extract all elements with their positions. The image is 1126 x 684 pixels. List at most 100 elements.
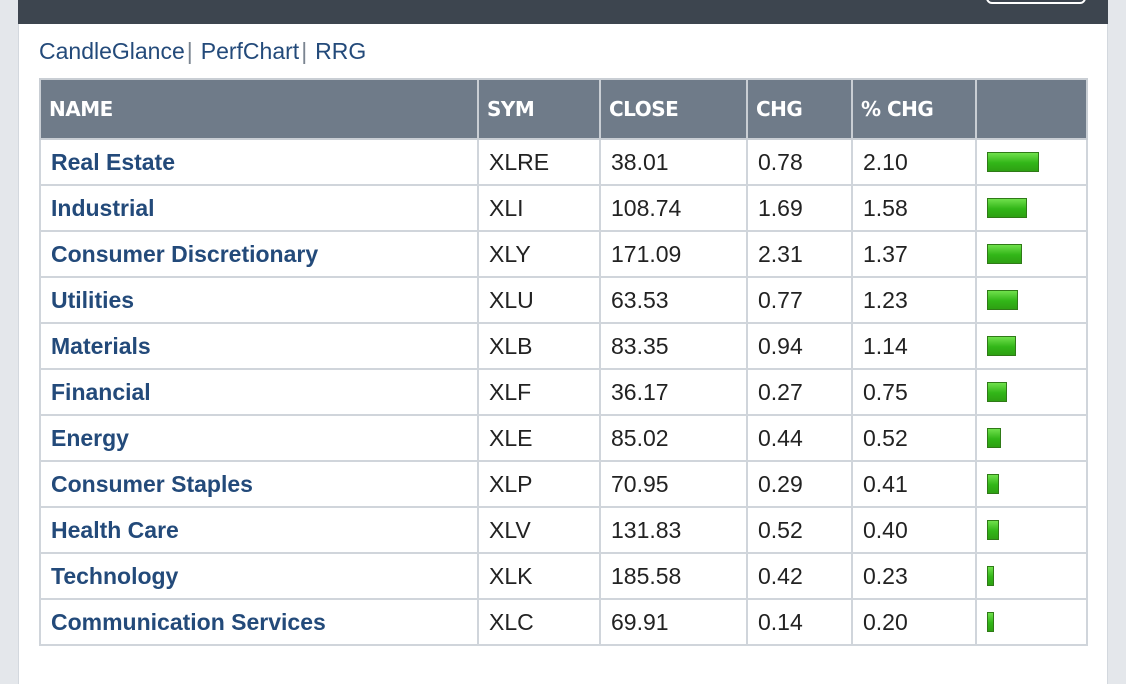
change-cell: 0.42	[746, 552, 853, 600]
pct-change-bar	[987, 336, 1016, 356]
symbol-cell: XLF	[477, 368, 601, 416]
link-separator: |	[301, 38, 308, 64]
sector-name-cell: Energy	[39, 414, 479, 462]
change-cell: 0.52	[746, 506, 853, 554]
sector-link[interactable]: Consumer Staples	[51, 470, 253, 497]
sector-link[interactable]: Communication Services	[51, 608, 326, 635]
pct-change-cell: 0.75	[851, 368, 977, 416]
sector-name-cell: Real Estate	[39, 138, 479, 186]
symbol-cell: XLP	[477, 460, 601, 508]
close-cell: 36.17	[599, 368, 748, 416]
change-cell: 0.94	[746, 322, 853, 370]
pct-change-bar	[987, 244, 1022, 264]
pct-bar-cell	[975, 230, 1088, 278]
chg-column-header[interactable]: CHG	[746, 78, 853, 140]
table-row: Energy XLE 85.02 0.44 0.52	[39, 414, 1088, 462]
close-cell: 63.53	[599, 276, 748, 324]
sector-link[interactable]: Materials	[51, 332, 151, 359]
pct-bar-cell	[975, 276, 1088, 324]
sector-panel: CandleGlance| PerfChart| RRG NAME SYM CLOS…	[18, 24, 1108, 684]
change-cell: 0.29	[746, 460, 853, 508]
pct-change-cell: 0.41	[851, 460, 977, 508]
table-row: Technology XLK 185.58 0.42 0.23	[39, 552, 1088, 600]
sector-link[interactable]: Financial	[51, 378, 151, 405]
close-cell: 38.01	[599, 138, 748, 186]
table-row: Consumer Staples XLP 70.95 0.29 0.41	[39, 460, 1088, 508]
symbol-cell: XLRE	[477, 138, 601, 186]
sector-link[interactable]: Consumer Discretionary	[51, 240, 319, 267]
close-cell: 83.35	[599, 322, 748, 370]
change-cell: 0.44	[746, 414, 853, 462]
change-cell: 0.77	[746, 276, 853, 324]
table-row: Industrial XLI 108.74 1.69 1.58	[39, 184, 1088, 232]
symbol-cell: XLC	[477, 598, 601, 646]
sector-link[interactable]: Health Care	[51, 516, 179, 543]
pct-change-cell: 2.10	[851, 138, 977, 186]
name-column-header[interactable]: NAME	[39, 78, 479, 140]
pct-bar-cell	[975, 506, 1088, 554]
pct-bar-cell	[975, 552, 1088, 600]
sector-name-cell: Health Care	[39, 506, 479, 554]
pct-change-cell: 1.14	[851, 322, 977, 370]
pct-bar-cell	[975, 460, 1088, 508]
close-cell: 108.74	[599, 184, 748, 232]
sector-name-cell: Financial	[39, 368, 479, 416]
sector-link[interactable]: Industrial	[51, 194, 155, 221]
pct-bar-cell	[975, 322, 1088, 370]
change-cell: 1.69	[746, 184, 853, 232]
sector-name-cell: Technology	[39, 552, 479, 600]
link-separator: |	[186, 38, 193, 64]
sector-link[interactable]: Real Estate	[51, 148, 176, 175]
symbol-cell: XLI	[477, 184, 601, 232]
pct-change-bar	[987, 428, 1001, 448]
sector-link[interactable]: Energy	[51, 424, 129, 451]
sector-name-cell: Consumer Staples	[39, 460, 479, 508]
table-row: Communication Services XLC 69.91 0.14 0.20	[39, 598, 1088, 646]
pct-change-cell: 0.23	[851, 552, 977, 600]
pct-change-bar	[987, 566, 994, 586]
sector-name-cell: Communication Services	[39, 598, 479, 646]
close-cell: 70.95	[599, 460, 748, 508]
table-row: Materials XLB 83.35 0.94 1.14	[39, 322, 1088, 370]
pct-change-cell: 1.23	[851, 276, 977, 324]
pct-change-bar	[987, 612, 994, 632]
symbol-cell: XLV	[477, 506, 601, 554]
symbol-cell: XLU	[477, 276, 601, 324]
pct-chg-column-header[interactable]: % CHG	[851, 78, 977, 140]
pct-change-bar	[987, 198, 1027, 218]
sector-link[interactable]: Technology	[51, 562, 179, 589]
symbol-cell: XLK	[477, 552, 601, 600]
close-column-header[interactable]: CLOSE	[599, 78, 748, 140]
sym-column-header[interactable]: SYM	[477, 78, 601, 140]
symbol-cell: XLE	[477, 414, 601, 462]
candleglance-link[interactable]: CandleGlance	[39, 38, 185, 64]
pct-bar-cell	[975, 368, 1088, 416]
pct-change-cell: 1.37	[851, 230, 977, 278]
bar-column-header	[975, 78, 1088, 140]
change-cell: 0.27	[746, 368, 853, 416]
top-bar	[18, 0, 1108, 24]
chart-links: CandleGlance| PerfChart| RRG	[39, 34, 366, 68]
perfchart-link[interactable]: PerfChart	[200, 38, 300, 64]
sector-name-cell: Consumer Discretionary	[39, 230, 479, 278]
top-bar-button[interactable]	[986, 0, 1086, 4]
sector-link[interactable]: Utilities	[51, 286, 135, 313]
sector-name-cell: Materials	[39, 322, 479, 370]
table-row: Financial XLF 36.17 0.27 0.75	[39, 368, 1088, 416]
pct-change-cell: 0.40	[851, 506, 977, 554]
close-cell: 185.58	[599, 552, 748, 600]
close-cell: 131.83	[599, 506, 748, 554]
rrg-link[interactable]: RRG	[315, 38, 367, 64]
sector-name-cell: Industrial	[39, 184, 479, 232]
close-cell: 85.02	[599, 414, 748, 462]
table-row: Utilities XLU 63.53 0.77 1.23	[39, 276, 1088, 324]
pct-change-cell: 0.52	[851, 414, 977, 462]
pct-change-bar	[987, 520, 999, 540]
close-cell: 69.91	[599, 598, 748, 646]
symbol-cell: XLB	[477, 322, 601, 370]
table-header-row: NAME SYM CLOSE CHG % CHG	[39, 78, 1088, 140]
pct-bar-cell	[975, 598, 1088, 646]
change-cell: 0.78	[746, 138, 853, 186]
pct-bar-cell	[975, 138, 1088, 186]
sector-name-cell: Utilities	[39, 276, 479, 324]
